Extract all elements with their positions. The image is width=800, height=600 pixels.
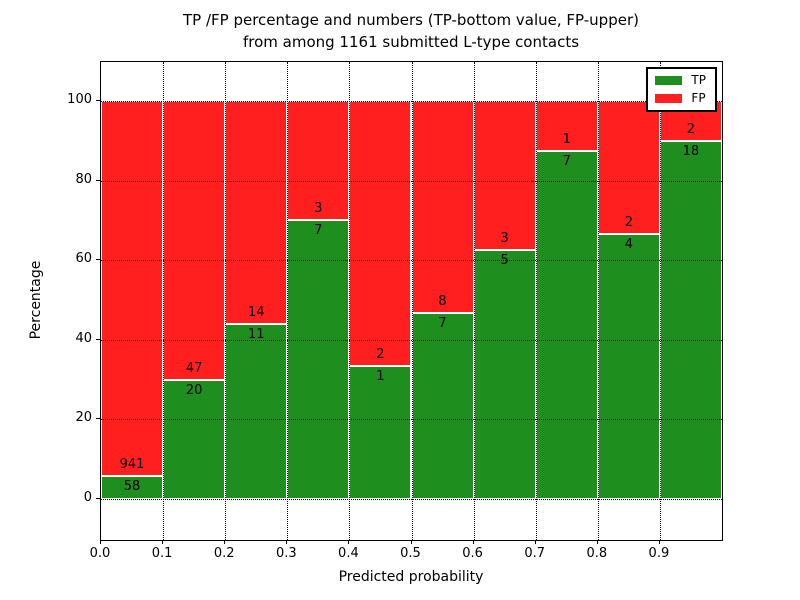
vertical-gridline <box>659 62 661 540</box>
legend-entry-tp: TP <box>655 74 706 87</box>
y-tick <box>96 100 100 101</box>
x-tick <box>472 540 474 544</box>
x-tick-label: 0.3 <box>275 546 297 561</box>
x-tick <box>162 540 164 544</box>
x-tick-label: 0.5 <box>400 546 421 561</box>
bar-tp-count-label: 20 <box>185 383 203 399</box>
bar-fp-count-label: 1 <box>562 131 571 147</box>
legend-label-fp: FP <box>691 91 706 105</box>
y-tick-label: 40 <box>75 330 92 346</box>
x-tick-label: 0.7 <box>524 546 546 561</box>
bar-fp-count-label: 2 <box>376 347 385 363</box>
x-tick-label: 0.6 <box>462 546 483 561</box>
bar-count-labels-layer: 941 58 47 20 14 11 3 7 2 1 8 7 3 5 1 7 2 4 2 18 <box>101 62 722 540</box>
bar-tp-count-label: 7 <box>314 223 323 239</box>
x-tick-label: 0.9 <box>648 546 670 561</box>
bar-tp-segment <box>163 380 226 499</box>
bar-tp-segment <box>535 150 598 499</box>
x-tick <box>658 540 660 544</box>
bar-tp-count-label: 11 <box>247 326 265 342</box>
y-tick <box>96 179 100 181</box>
legend-label-tp: TP <box>691 73 706 87</box>
legend-entry-fp: FP <box>655 92 706 105</box>
x-tick <box>410 540 412 544</box>
y-tick-label: 80 <box>75 171 92 187</box>
vertical-gridline <box>287 62 289 540</box>
y-tick <box>96 418 100 420</box>
legend-swatch-fp <box>655 94 683 103</box>
x-axis-label: Predicted probability <box>338 569 484 585</box>
bar-fp-count-label: 8 <box>438 294 447 310</box>
y-tick-label: 20 <box>75 410 92 426</box>
bar-fp-segment <box>101 101 164 476</box>
legend: TP FP <box>646 67 717 112</box>
x-tick-label: 0.4 <box>338 546 359 561</box>
x-tick <box>224 540 226 544</box>
x-tick <box>100 540 101 544</box>
vertical-gridline <box>535 62 537 540</box>
gridlines-layer <box>101 62 722 540</box>
x-tick-label: 0.0 <box>89 546 111 561</box>
x-tick-label: 0.1 <box>151 546 173 561</box>
bar-tp-count-label: 7 <box>562 153 571 169</box>
bar-tp-segment <box>287 220 350 499</box>
y-tick-label: 100 <box>67 92 92 107</box>
bar-fp-count-label: 3 <box>500 231 509 247</box>
bar-fp-segment <box>163 101 226 381</box>
bar-tp-count-label: 5 <box>500 253 509 269</box>
y-tick-label: 60 <box>75 251 92 267</box>
x-tick <box>534 540 536 544</box>
bar-fp-count-label: 14 <box>247 304 265 320</box>
bar-tp-segment <box>101 475 164 499</box>
x-tick <box>348 540 350 544</box>
plot-area: 941 58 47 20 14 11 3 7 2 1 8 7 3 5 1 7 2 4 2 18 TP FP <box>100 61 723 541</box>
y-tick-label: 0 <box>83 490 92 505</box>
chart-title: TP /FP percentage and numbers (TP-bottom… <box>21 9 800 53</box>
y-tick <box>96 259 100 261</box>
bar-fp-count-label: 2 <box>624 214 633 230</box>
vertical-gridline <box>225 62 227 540</box>
vertical-gridline <box>411 62 413 540</box>
bar-fp-segment <box>535 101 598 151</box>
legend-swatch-tp <box>655 76 683 85</box>
x-tick <box>286 540 288 544</box>
bar-fp-count-label: 2 <box>686 121 696 137</box>
bar-tp-segment <box>659 140 722 499</box>
chart-title-line2: from among 1161 submitted L-type contact… <box>242 33 580 51</box>
vertical-gridline <box>597 62 599 540</box>
x-tick-label: 0.2 <box>213 546 235 561</box>
bars-layer <box>101 62 722 540</box>
bar-tp-count-label: 7 <box>438 316 447 332</box>
vertical-gridline <box>163 62 165 540</box>
y-axis-label: Percentage <box>28 260 44 340</box>
y-tick <box>96 498 100 499</box>
bar-tp-count-label: 4 <box>624 236 633 252</box>
bar-fp-count-label: 3 <box>314 201 323 217</box>
bar-fp-segment <box>411 101 474 314</box>
vertical-gridline <box>349 62 351 540</box>
bar-tp-count-label: 1 <box>376 369 385 385</box>
bar-fp-segment <box>473 101 536 251</box>
bar-tp-segment <box>349 366 412 499</box>
bar-fp-count-label: 941 <box>119 456 145 472</box>
bar-tp-count-label: 58 <box>123 478 141 494</box>
bar-tp-segment <box>597 233 660 499</box>
y-tick <box>96 338 100 340</box>
bar-tp-count-label: 18 <box>682 143 700 159</box>
x-tick <box>596 540 598 544</box>
bar-fp-count-label: 47 <box>185 361 203 377</box>
vertical-gridline <box>473 62 475 540</box>
x-tick-label: 0.8 <box>586 546 608 561</box>
chart-title-line1: TP /FP percentage and numbers (TP-bottom… <box>183 11 639 29</box>
